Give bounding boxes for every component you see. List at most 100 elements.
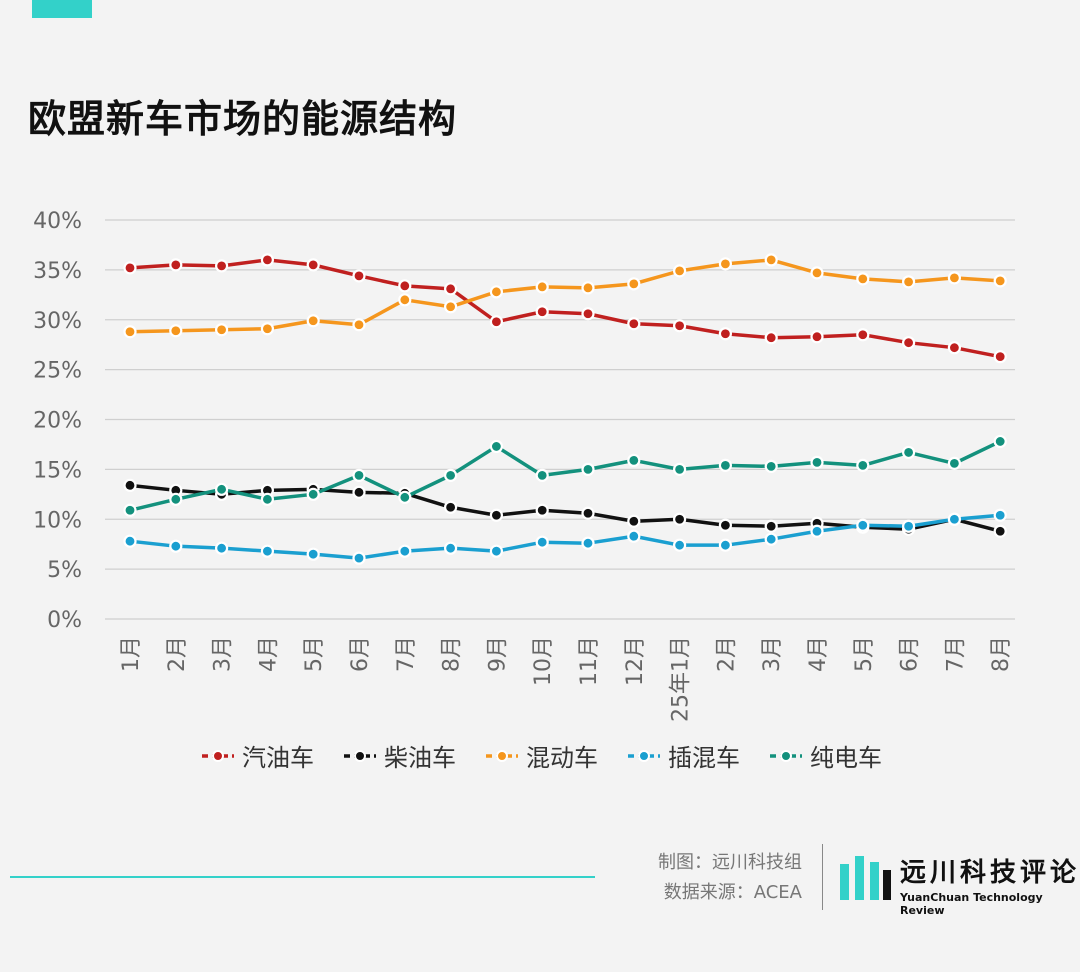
data-point: [718, 327, 733, 341]
data-point: [764, 253, 778, 267]
data-point: [123, 325, 137, 339]
credit-divider: [822, 844, 823, 910]
brand-name-en: YuanChuan Technology Review: [900, 891, 1043, 917]
data-point: [352, 485, 366, 499]
x-tick-label: 3月: [760, 636, 785, 672]
brand-logo-icon: [840, 856, 891, 900]
data-point: [535, 305, 549, 319]
credits: 制图：远川科技组 数据来源：ACEA: [658, 848, 802, 908]
x-tick-label: 4月: [806, 636, 831, 672]
series-line: [129, 439, 1001, 512]
legend-swatch-icon: [628, 749, 660, 762]
x-tick-label: 10月: [531, 636, 556, 686]
data-point: [535, 468, 549, 482]
y-tick-label: 35%: [33, 259, 82, 284]
data-point: [947, 341, 962, 355]
data-point: [169, 324, 183, 338]
legend-label: 柴油车: [384, 744, 456, 772]
decorative-divider-line: [10, 876, 595, 878]
chart-legend: 汽油车 柴油车 混动车 插混车 纯电车: [200, 738, 882, 773]
data-point: [398, 293, 412, 307]
chart-title: 欧盟新车市场的能源结构: [28, 97, 458, 141]
data-point: [306, 258, 320, 272]
data-point: [672, 264, 687, 278]
data-point: [215, 323, 229, 337]
data-point: [444, 468, 458, 482]
y-tick-label: 5%: [47, 558, 82, 583]
data-point: [810, 330, 824, 344]
data-point: [352, 269, 366, 283]
data-point: [489, 439, 503, 454]
data-point: [535, 535, 549, 549]
data-point: [672, 319, 687, 333]
data-point: [718, 538, 733, 552]
data-point: [123, 503, 137, 517]
data-point: [810, 266, 824, 280]
x-tick-label: 9月: [485, 636, 510, 672]
data-point: [398, 544, 412, 558]
data-point: [169, 539, 183, 553]
data-point: [993, 434, 1007, 449]
data-point: [947, 456, 962, 470]
data-point: [993, 524, 1007, 538]
data-point: [444, 541, 458, 555]
legend-label: 汽油车: [242, 744, 314, 772]
x-tick-label: 25年1月: [669, 636, 694, 722]
data-point: [352, 318, 366, 332]
data-point: [306, 314, 320, 328]
data-point: [810, 524, 824, 538]
data-point: [581, 462, 595, 476]
x-tick-label: 4月: [256, 636, 281, 672]
data-point: [581, 536, 595, 550]
y-tick-label: 30%: [33, 309, 82, 334]
data-point: [535, 503, 549, 517]
data-point: [993, 274, 1007, 288]
data-point: [169, 258, 183, 272]
data-point: [901, 445, 916, 460]
data-point: [444, 300, 458, 314]
data-point: [260, 544, 274, 558]
data-point: [306, 487, 320, 501]
legend-label: 纯电车: [810, 744, 882, 772]
data-point: [260, 322, 274, 336]
data-point: [810, 455, 824, 469]
data-point: [627, 453, 641, 467]
data-point: [260, 253, 274, 267]
credit-made-by: 制图：远川科技组: [658, 852, 802, 873]
x-tick-label: 7月: [943, 636, 968, 672]
x-tick-label: 8月: [440, 636, 465, 672]
y-tick-label: 40%: [33, 209, 82, 234]
data-point: [306, 547, 320, 561]
x-tick-label: 8月: [989, 636, 1014, 672]
data-point: [398, 490, 412, 504]
data-point: [627, 529, 641, 543]
data-point: [901, 336, 916, 350]
x-tick-label: 6月: [898, 636, 923, 672]
data-point: [901, 519, 916, 533]
y-tick-label: 0%: [47, 608, 82, 633]
data-point: [352, 551, 366, 565]
series-line: [129, 258, 1001, 359]
legend-label: 混动车: [526, 744, 598, 772]
data-point: [489, 285, 503, 299]
data-point: [123, 478, 137, 492]
data-point: [764, 519, 778, 533]
x-tick-label: 7月: [394, 636, 419, 672]
data-point: [993, 508, 1007, 522]
y-tick-label: 20%: [33, 409, 82, 434]
data-point: [123, 534, 137, 548]
data-point: [169, 492, 183, 506]
data-point: [947, 512, 962, 526]
data-point: [581, 281, 595, 295]
x-tick-label: 3月: [211, 636, 236, 672]
legend-item: 混动车: [484, 738, 598, 773]
x-tick-label: 2月: [714, 636, 739, 672]
legend-swatch-icon: [344, 749, 376, 762]
legend-swatch-icon: [486, 749, 518, 762]
data-point: [764, 459, 778, 473]
data-point: [489, 508, 503, 522]
brand-block: 远川科技评论 YuanChuan Technology Review: [900, 852, 1080, 917]
legend-swatch-icon: [202, 749, 234, 762]
x-tick-label: 5月: [852, 636, 877, 672]
